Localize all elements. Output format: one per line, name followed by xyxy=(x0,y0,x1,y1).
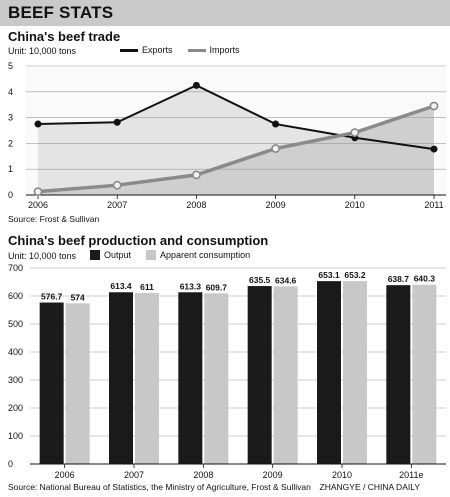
bar-plot-background xyxy=(30,268,446,464)
trade-legend: Exports Imports xyxy=(120,45,250,55)
bar-y-tick-label: 200 xyxy=(8,403,23,413)
output-swatch xyxy=(90,250,100,260)
imports-area xyxy=(38,105,434,195)
legend-exports-label: Exports xyxy=(142,45,173,55)
legend-output-label: Output xyxy=(104,250,132,260)
imports-point xyxy=(112,180,122,190)
output-bar xyxy=(247,286,272,464)
consumption-bar xyxy=(273,286,298,464)
exports-point xyxy=(34,120,42,128)
trade-x-tick-label: 2008 xyxy=(186,200,206,210)
trade-y-tick-label: 4 xyxy=(8,87,13,97)
consumption-bar xyxy=(412,284,437,464)
bar-y-tick-label: 600 xyxy=(8,291,23,301)
trade-x-tick-label: 2010 xyxy=(345,200,365,210)
imports-line xyxy=(37,104,435,194)
consumption-data-label: 611 xyxy=(140,282,154,292)
exports-swatch xyxy=(120,48,138,52)
page-title: BEEF STATS xyxy=(8,3,114,22)
exports-point xyxy=(113,118,121,126)
legend-exports: Exports xyxy=(120,45,173,55)
consumption-bar xyxy=(135,292,159,464)
bar-y-tick-label: 0 xyxy=(8,459,13,469)
output-data-label: 613.4 xyxy=(110,281,132,291)
exports-point xyxy=(430,145,438,153)
output-bar xyxy=(317,281,341,464)
output-data-label: 576.7 xyxy=(41,292,63,302)
production-chart-title: China's beef production and consumption xyxy=(8,233,269,248)
trade-x-tick-label: 2011 xyxy=(424,200,443,210)
bar-x-tick-label: 2009 xyxy=(263,470,283,480)
bar-x-tick-label: 2007 xyxy=(124,470,144,480)
trade-line-chart: 0 1 2 3 4 5 2006 2007 2008 2009 2010 2011 xyxy=(8,61,446,210)
consumption-data-label: 653.2 xyxy=(344,270,366,280)
consumption-data-label: 574 xyxy=(71,292,85,302)
legend-consumption-label: Apparent consumption xyxy=(160,250,251,260)
trade-y-tick-label: 1 xyxy=(8,164,13,174)
trade-y-tick-label: 2 xyxy=(8,138,13,148)
bar-x-tick-label: 2011e xyxy=(399,470,423,480)
consumption-swatch xyxy=(146,250,157,260)
credit-line: ZHANGYE / CHINA DAILY xyxy=(319,482,420,492)
trade-x-tick-label: 2007 xyxy=(107,200,127,210)
header-banner: BEEF STATS xyxy=(0,0,450,26)
imports-point xyxy=(271,144,280,153)
output-data-label: 635.5 xyxy=(249,275,271,285)
output-data-label: 638.7 xyxy=(388,274,410,284)
output-bar xyxy=(178,292,203,464)
exports-line xyxy=(37,84,435,151)
bar-x-tick-label: 2006 xyxy=(55,470,75,480)
imports-point xyxy=(350,128,360,137)
bar-y-tick-label: 100 xyxy=(8,431,23,441)
exports-point xyxy=(272,120,280,128)
trade-y-tick-label: 0 xyxy=(8,190,13,200)
legend-imports: Imports xyxy=(187,45,240,55)
bar-x-tick-label: 2010 xyxy=(332,470,352,480)
bar-x-tick-label: 2008 xyxy=(193,470,213,480)
consumption-data-label: 609.7 xyxy=(206,282,228,292)
consumption-data-label: 634.6 xyxy=(275,275,297,285)
consumption-data-label: 640.3 xyxy=(414,274,436,284)
production-unit-label: Unit: 10,000 tons xyxy=(8,251,77,261)
imports-swatch xyxy=(187,48,206,52)
imports-point xyxy=(429,101,439,111)
consumption-bar xyxy=(65,303,90,464)
bar-y-tick-label: 400 xyxy=(8,347,23,357)
output-bar xyxy=(386,285,411,464)
consumption-bar xyxy=(204,293,229,464)
trade-source: Source: Frost & Sullivan xyxy=(8,214,100,224)
output-data-label: 653.1 xyxy=(318,270,340,280)
trade-x-tick-label: 2006 xyxy=(28,200,48,210)
bar-y-tick-label: 300 xyxy=(8,375,23,385)
imports-point xyxy=(33,187,43,197)
bar-y-tick-label: 500 xyxy=(8,319,23,329)
trade-x-tick-label: 2009 xyxy=(266,200,286,210)
consumption-bar xyxy=(343,281,367,464)
legend-imports-label: Imports xyxy=(209,45,240,55)
output-data-label: 613.3 xyxy=(180,281,202,291)
trade-y-tick-label: 5 xyxy=(8,61,13,71)
production-source: Source: National Bureau of Statistics, t… xyxy=(8,482,311,492)
trade-chart-title: China's beef trade xyxy=(8,29,121,44)
exports-point xyxy=(192,81,200,89)
production-legend: Output Apparent consumption xyxy=(90,250,260,260)
imports-point xyxy=(191,170,201,180)
trade-y-tick-label: 3 xyxy=(8,113,13,123)
production-bar-chart: 0 100 200 300 400 500 600 700 576.7 574 2006 613.4 6… xyxy=(8,263,446,480)
legend-consumption: Apparent consumption xyxy=(146,250,250,260)
output-bar xyxy=(109,292,133,464)
legend-output: Output xyxy=(90,250,131,260)
output-bar xyxy=(39,302,64,464)
trade-unit-label: Unit: 10,000 tons xyxy=(8,46,77,56)
bar-y-tick-label: 700 xyxy=(8,263,23,273)
